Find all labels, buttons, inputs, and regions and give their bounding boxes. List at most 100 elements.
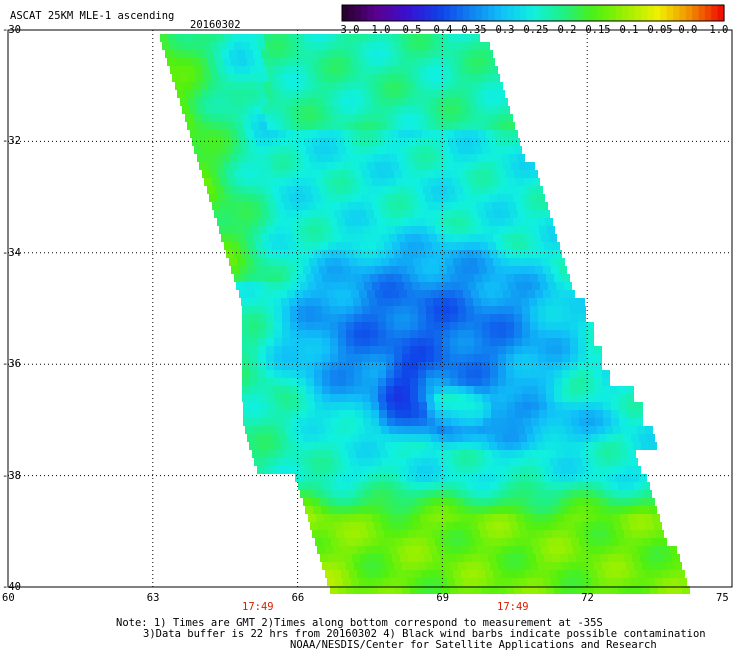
swath-cell (286, 458, 294, 466)
swath-cell (522, 306, 530, 314)
swath-cell (309, 154, 317, 162)
swath-cell (546, 386, 554, 394)
swath-cell (308, 282, 316, 290)
swath-cell (332, 74, 340, 82)
swath-cell (442, 370, 450, 378)
swath-cell (405, 426, 413, 434)
swath-cell (522, 354, 530, 362)
swath-cell (506, 338, 514, 346)
swath-cell (514, 306, 522, 314)
swath-cell (428, 282, 436, 290)
swath-cell (498, 482, 506, 490)
swath-cell (642, 562, 650, 570)
swath-cell (342, 210, 350, 218)
swath-cell (402, 586, 410, 594)
swath-cell (293, 234, 301, 242)
swath-cell (397, 50, 405, 58)
swath-cell (466, 274, 474, 282)
swath-cell (426, 338, 434, 346)
swath-cell (289, 194, 297, 202)
swath-cell (498, 354, 506, 362)
swath-cell (321, 298, 329, 306)
swath-cell (543, 290, 551, 298)
swath-cell (487, 58, 495, 66)
swath-cell (231, 186, 239, 194)
swath-cell (515, 410, 523, 418)
swath-cell (217, 90, 225, 98)
swath-cell (474, 170, 482, 178)
swath-cell (340, 98, 348, 106)
swath-cell (330, 314, 338, 322)
swath-cell (484, 450, 492, 458)
swath-cell (519, 498, 527, 506)
swath-cell (201, 90, 209, 98)
swath-cell (380, 450, 388, 458)
swath-cell (498, 346, 506, 354)
swath-cell (479, 498, 487, 506)
swath-cell (476, 282, 484, 290)
swath-cell (433, 90, 441, 98)
swath-cell (372, 450, 380, 458)
swath-cell (259, 226, 267, 234)
swath-cell (343, 498, 351, 506)
swath-cell (599, 578, 607, 586)
swath-cell (440, 34, 448, 42)
swath-cell (369, 466, 377, 474)
swath-cell (185, 114, 193, 122)
swath-cell (240, 34, 248, 42)
swath-cell (538, 250, 546, 258)
swath-cell (479, 290, 487, 298)
swath-cell (274, 386, 282, 394)
swath-cell (421, 426, 429, 434)
swath-cell (669, 570, 677, 578)
colorbar-swatch (488, 5, 496, 21)
colorbar-swatch (704, 5, 712, 21)
swath-cell (527, 162, 535, 170)
swath-cell (414, 522, 422, 530)
swath-cell (439, 58, 447, 66)
swath-cell (413, 570, 421, 578)
swath-cell (482, 562, 490, 570)
swath-cell (431, 162, 439, 170)
swath-cell (549, 546, 557, 554)
swath-cell (634, 562, 642, 570)
swath-cell (477, 426, 485, 434)
colorbar-label: -0.05 (641, 24, 673, 36)
swath-cell (556, 514, 564, 522)
swath-cell (282, 306, 290, 314)
swath-cell (536, 530, 544, 538)
swath-cell (356, 74, 364, 82)
swath-cell (418, 306, 426, 314)
swath-cell (250, 338, 258, 346)
swath-cell (466, 314, 474, 322)
swath-cell (396, 98, 404, 106)
swath-cell (511, 578, 519, 586)
swath-cell (417, 442, 425, 450)
swath-cell (447, 82, 455, 90)
swath-cell (290, 346, 298, 354)
swath-cell (518, 210, 526, 218)
latitude-label: -38 (2, 469, 21, 482)
swath-cell (578, 562, 586, 570)
swath-cell (419, 418, 427, 426)
swath-cell (460, 74, 468, 82)
swath-cell (591, 498, 599, 506)
swath-cell (561, 298, 569, 306)
swath-cell (225, 114, 233, 122)
swath-cell (420, 450, 428, 458)
swath-cell (439, 186, 447, 194)
swath-cell (391, 82, 399, 90)
swath-cell (262, 130, 270, 138)
swath-cell (370, 394, 378, 402)
swath-cell (291, 410, 299, 418)
swath-cell (498, 370, 506, 378)
swath-cell (478, 106, 486, 114)
swath-cell (458, 274, 466, 282)
swath-cell (404, 490, 412, 498)
swath-cell (461, 426, 469, 434)
swath-cell (519, 162, 527, 170)
swath-cell (586, 386, 594, 394)
swath-cell (315, 402, 323, 410)
swath-cell (481, 298, 489, 306)
swath-cell (330, 146, 338, 154)
